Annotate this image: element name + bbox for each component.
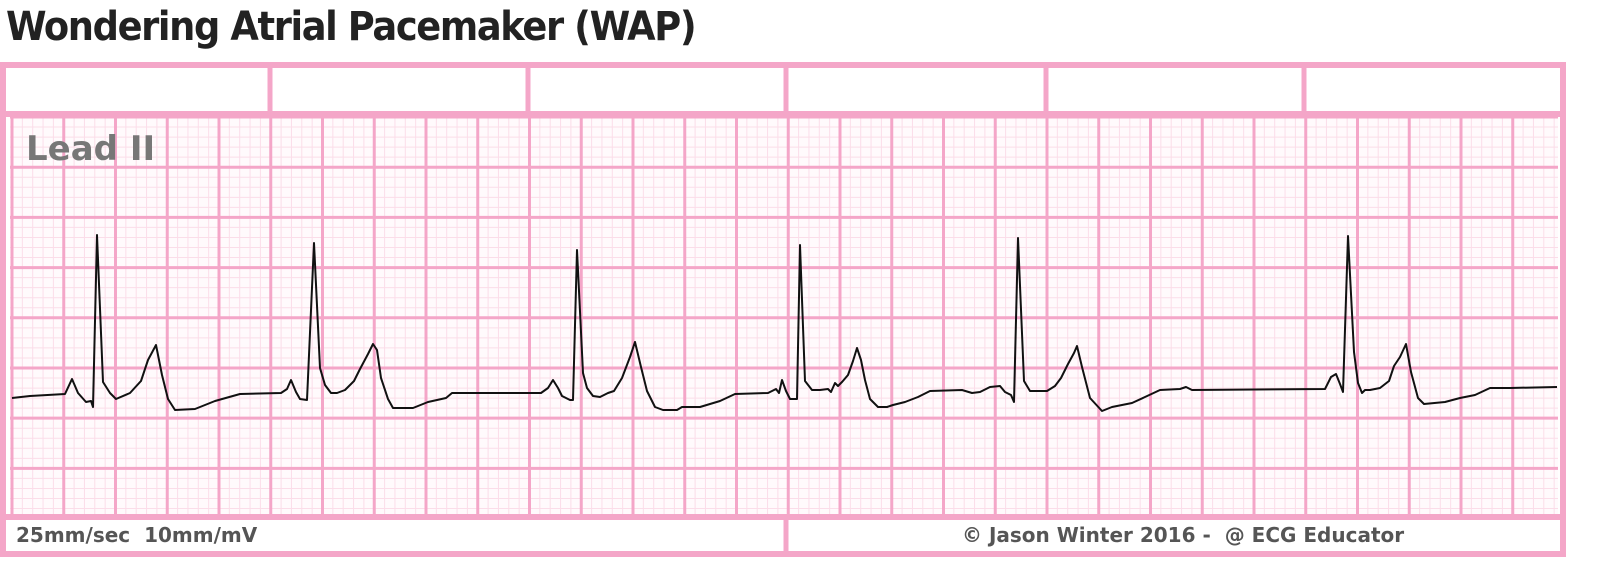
header-box bbox=[533, 69, 781, 111]
footer-boxes bbox=[10, 520, 1558, 550]
copyright-credit: © Jason Winter 2016 - @ ECG Educator bbox=[962, 523, 1404, 547]
header-box bbox=[1050, 69, 1300, 111]
lead-label: Lead II bbox=[26, 129, 155, 169]
footer-box-right bbox=[790, 520, 1558, 550]
header-box bbox=[1308, 69, 1558, 111]
ecg-trace bbox=[11, 234, 1558, 412]
speed-gain-label: 25mm/sec 10mm/mV bbox=[16, 523, 258, 547]
page-title: Wondering Atrial Pacemaker (WAP) bbox=[6, 4, 697, 50]
strip-frame bbox=[0, 62, 1566, 557]
header-box bbox=[10, 69, 267, 111]
header-box bbox=[790, 69, 1043, 111]
major-grid bbox=[10, 115, 1558, 517]
header-boxes bbox=[10, 69, 1558, 111]
header-box bbox=[275, 69, 525, 111]
footer-box-left bbox=[10, 520, 782, 550]
